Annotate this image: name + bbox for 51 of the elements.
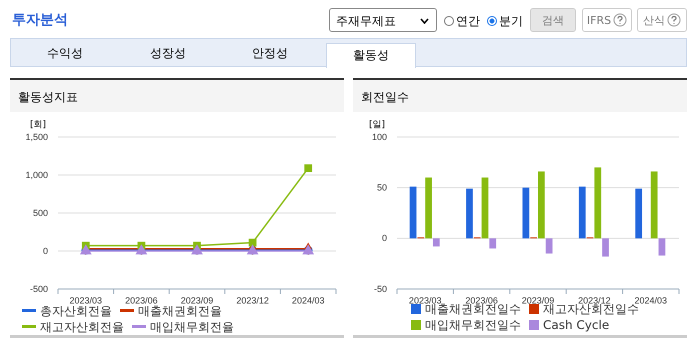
y-tick-label: -50 — [374, 284, 387, 294]
y-tick-label: 0 — [382, 233, 387, 244]
bar — [466, 188, 473, 238]
bar — [489, 238, 496, 248]
bar — [578, 186, 586, 238]
bar — [410, 186, 416, 238]
y-tick-label: -500 — [30, 284, 48, 294]
text: 투자분석 — [12, 11, 68, 29]
y-tick-label: 0 — [42, 246, 48, 256]
y-tick-label: 50 — [376, 182, 387, 193]
y-tick-label: 500 — [32, 208, 48, 218]
legend-label: 매출채권회전율 — [138, 304, 222, 318]
text: 성장성 — [150, 46, 186, 60]
chart-title: 활동성지표 — [10, 80, 344, 112]
dropdown: 주재무제표 — [329, 8, 437, 32]
bar — [658, 238, 666, 256]
text: 안정성 — [252, 46, 288, 60]
chart-title: 회전일수 — [353, 80, 687, 112]
button: 산식 — [637, 8, 687, 32]
text: 수익성 — [47, 46, 83, 60]
legend-label: 매입채무회전일수 — [425, 318, 521, 332]
x-tick-label: 2023/03 — [70, 295, 102, 306]
y-axis-title: [일] — [369, 120, 386, 130]
text: 분기 — [499, 14, 523, 28]
point — [304, 164, 312, 172]
bar — [602, 238, 609, 257]
bar — [546, 238, 553, 254]
y-tick-label: 1,500 — [25, 132, 48, 142]
x-tick-label: 2023/06 — [125, 295, 158, 306]
legend-label: 매입채무회전율 — [150, 320, 234, 334]
bar — [650, 171, 658, 238]
bar — [522, 188, 530, 238]
y-tick-label: 100 — [372, 132, 387, 142]
x-tick-label: 2023/12 — [236, 295, 269, 306]
button: IFRS — [582, 8, 632, 32]
bar — [594, 167, 602, 238]
y-tick-label: 1,000 — [25, 170, 48, 180]
bar — [635, 188, 642, 238]
bar — [538, 171, 545, 238]
legend-label: 총자산회전율 — [40, 304, 112, 318]
bar — [425, 178, 432, 238]
text: 연간 — [456, 14, 480, 28]
bar — [432, 238, 440, 246]
x-tick-label: 2024/03 — [292, 295, 324, 306]
y-axis-title: [회] — [30, 120, 46, 130]
bar — [482, 178, 488, 238]
text: 활동성 — [353, 48, 389, 62]
x-tick-label: 2023/09 — [180, 295, 214, 306]
button: 검색 — [530, 8, 576, 32]
legend-label: Cash Cycle — [543, 318, 610, 332]
legend-label: 재고자산회전율 — [40, 320, 124, 334]
